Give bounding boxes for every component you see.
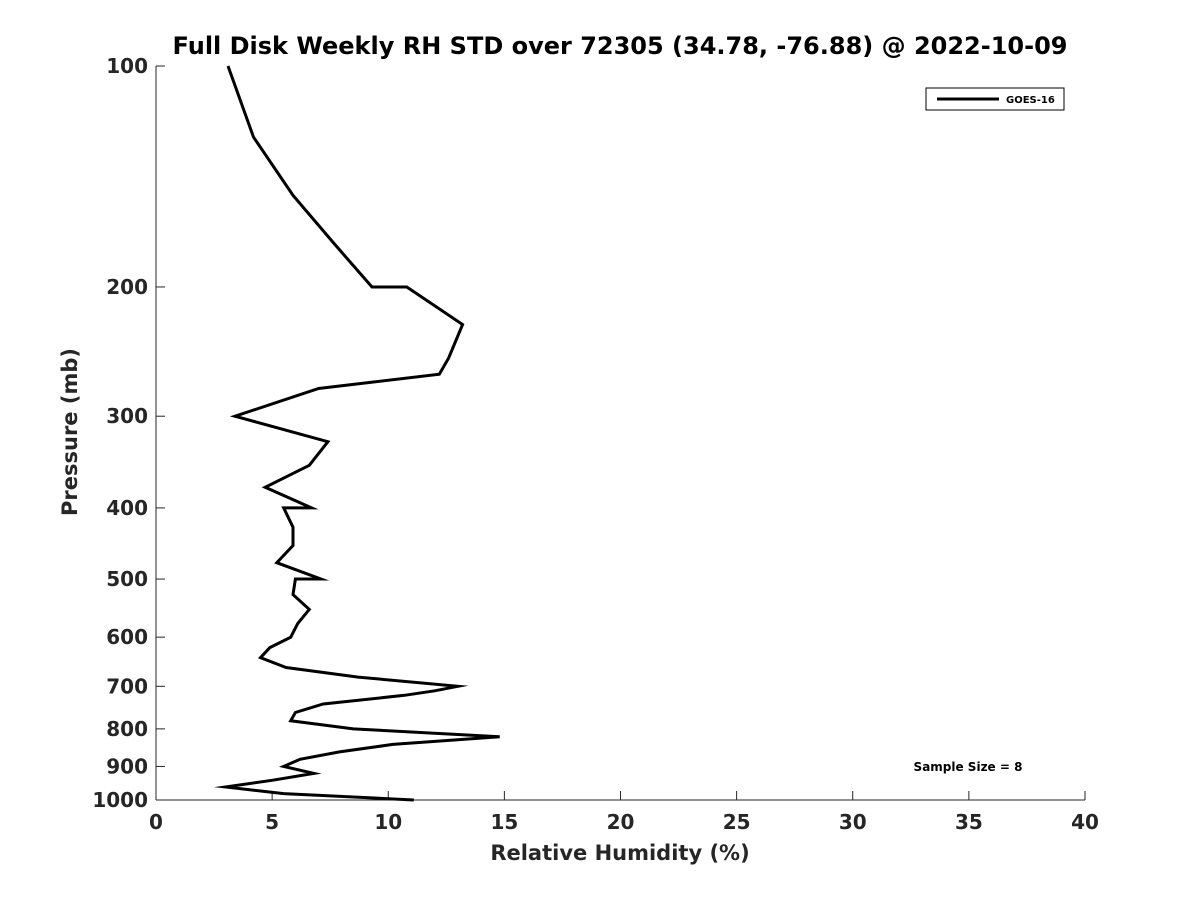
chart-title: Full Disk Weekly RH STD over 72305 (34.7… bbox=[173, 32, 1068, 60]
x-tick-label: 10 bbox=[374, 810, 402, 834]
series-layer bbox=[213, 65, 500, 802]
y-tick-label: 300 bbox=[106, 404, 148, 428]
y-tick-label: 200 bbox=[106, 275, 148, 299]
x-tick-label: 0 bbox=[149, 810, 163, 834]
y-tick-label: 500 bbox=[106, 567, 148, 591]
y-tick-label: 900 bbox=[106, 754, 148, 778]
x-tick-label: 20 bbox=[607, 810, 635, 834]
legend: GOES-16 bbox=[925, 87, 1065, 111]
x-axis-label: Relative Humidity (%) bbox=[490, 841, 749, 865]
sample-size-annotation: Sample Size = 8 bbox=[914, 760, 1023, 774]
y-tick-label: 1000 bbox=[92, 788, 148, 812]
y-axis-label: Pressure (mb) bbox=[58, 348, 82, 516]
y-tick-label: 700 bbox=[106, 674, 148, 698]
series-line-goes-16 bbox=[213, 65, 500, 802]
x-tick-label: 35 bbox=[955, 810, 983, 834]
x-tick-label: 40 bbox=[1071, 810, 1099, 834]
x-tick-label: 15 bbox=[490, 810, 518, 834]
ticks: 0 5 10 15 20 25 30 35 40 100 200 300 400 500 600 700 800… bbox=[92, 54, 1099, 834]
x-tick-label: 25 bbox=[723, 810, 751, 834]
y-tick-label: 800 bbox=[106, 717, 148, 741]
legend-label-goes-16: GOES-16 bbox=[1006, 95, 1055, 106]
y-tick-label: 400 bbox=[106, 496, 148, 520]
x-tick-label: 5 bbox=[265, 810, 279, 834]
y-tick-label: 100 bbox=[106, 54, 148, 78]
x-tick-label: 30 bbox=[839, 810, 867, 834]
y-tick-label: 600 bbox=[106, 625, 148, 649]
